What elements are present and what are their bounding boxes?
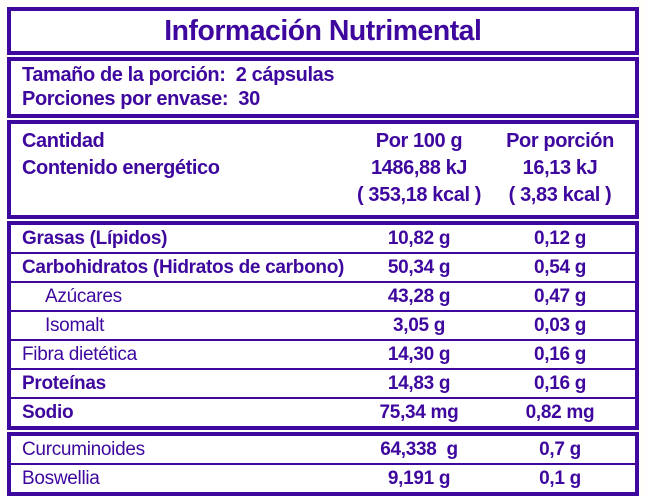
row-per-serving-value: 0,82 mg xyxy=(525,401,595,423)
row-label: Sodio xyxy=(22,401,74,423)
row-label: Fibra dietética xyxy=(22,343,137,365)
header-amount-label: Cantidad xyxy=(22,130,105,152)
nutrition-label: Información Nutrimental Tamaño de la por… xyxy=(7,7,639,496)
row-label: Isomalt xyxy=(45,314,105,336)
table-header-box: Cantidad Contenido energético Por 100 g … xyxy=(7,120,639,219)
table-row-grasas: Grasas (Lípidos) 10,82 g 0,12 g xyxy=(11,225,635,252)
table-row-fibra: Fibra dietética 14,30 g 0,16 g xyxy=(11,339,635,368)
row-label: Curcuminoides xyxy=(22,438,145,460)
title-box: Información Nutrimental xyxy=(7,7,639,55)
nutrient-table-box: Grasas (Lípidos) 10,82 g 0,12 g Carbohid… xyxy=(7,221,639,430)
row-per100-value: 14,83 g xyxy=(387,372,451,394)
row-per100-value: 50,34 g xyxy=(387,256,451,278)
row-per-serving-value: 0,54 g xyxy=(533,256,587,278)
header-per100-title: Por 100 g xyxy=(375,130,463,152)
row-label: Azúcares xyxy=(45,285,122,307)
servings-per-container-line: Porciones por envase: 30 xyxy=(22,88,260,110)
table-row-curcuminoides: Curcuminoides 64,338 g 0,7 g xyxy=(11,436,635,463)
row-label: Carbohidratos (Hidratos de carbono) xyxy=(22,256,345,278)
row-per100-value: 3,05 g xyxy=(392,314,446,336)
row-per-serving-value: 0,1 g xyxy=(539,467,581,489)
row-per-serving-value: 0,12 g xyxy=(533,227,587,249)
table-row-proteinas: Proteínas 14,83 g 0,16 g xyxy=(11,368,635,397)
row-per-serving-value: 0,16 g xyxy=(533,372,587,394)
header-per-serving-kj: 16,13 kJ xyxy=(522,157,598,179)
page-title: Información Nutrimental xyxy=(164,14,482,47)
header-per-serving-kcal: ( 3,83 kcal ) xyxy=(508,184,612,206)
header-per-serving-title: Por porción xyxy=(506,130,614,152)
row-per-serving-value: 0,7 g xyxy=(539,438,581,460)
header-amount-column: Cantidad Contenido energético xyxy=(11,128,348,182)
serving-size-line: Tamaño de la porción: 2 cápsulas xyxy=(22,64,335,86)
row-label: Grasas (Lípidos) xyxy=(22,227,168,249)
botanicals-table-box: Curcuminoides 64,338 g 0,7 g Boswellia 9… xyxy=(7,432,639,496)
row-per-serving-value: 0,16 g xyxy=(533,343,587,365)
row-label: Proteínas xyxy=(22,372,106,394)
table-row-carbohidratos: Carbohidratos (Hidratos de carbono) 50,3… xyxy=(11,252,635,281)
row-per100-value: 10,82 g xyxy=(387,227,451,249)
table-row-azucares: Azúcares 43,28 g 0,47 g xyxy=(11,281,635,310)
table-header-grid: Cantidad Contenido energético Por 100 g … xyxy=(11,128,635,209)
header-per100-kj: 1486,88 kJ xyxy=(370,157,468,179)
row-per100-value: 14,30 g xyxy=(387,343,451,365)
header-per100-kcal: ( 353,18 kcal ) xyxy=(356,184,482,206)
table-row-isomalt: Isomalt 3,05 g 0,03 g xyxy=(11,310,635,339)
row-per-serving-value: 0,03 g xyxy=(533,314,587,336)
row-per-serving-value: 0,47 g xyxy=(533,285,587,307)
table-row-sodio: Sodio 75,34 mg 0,82 mg xyxy=(11,397,635,426)
header-per-serving-column: Por porción 16,13 kJ ( 3,83 kcal ) xyxy=(490,128,630,209)
table-row-boswellia: Boswellia 9,191 g 0,1 g xyxy=(11,463,635,492)
row-per100-value: 64,338 g xyxy=(380,438,458,460)
row-per100-value: 75,34 mg xyxy=(379,401,459,423)
row-per100-value: 43,28 g xyxy=(387,285,451,307)
serving-info-box: Tamaño de la porción: 2 cápsulas Porcion… xyxy=(7,57,639,118)
row-label: Boswellia xyxy=(22,467,100,489)
header-per100-column: Por 100 g 1486,88 kJ ( 353,18 kcal ) xyxy=(348,128,490,209)
header-energy-label: Contenido energético xyxy=(22,157,220,179)
row-per100-value: 9,191 g xyxy=(387,467,451,489)
